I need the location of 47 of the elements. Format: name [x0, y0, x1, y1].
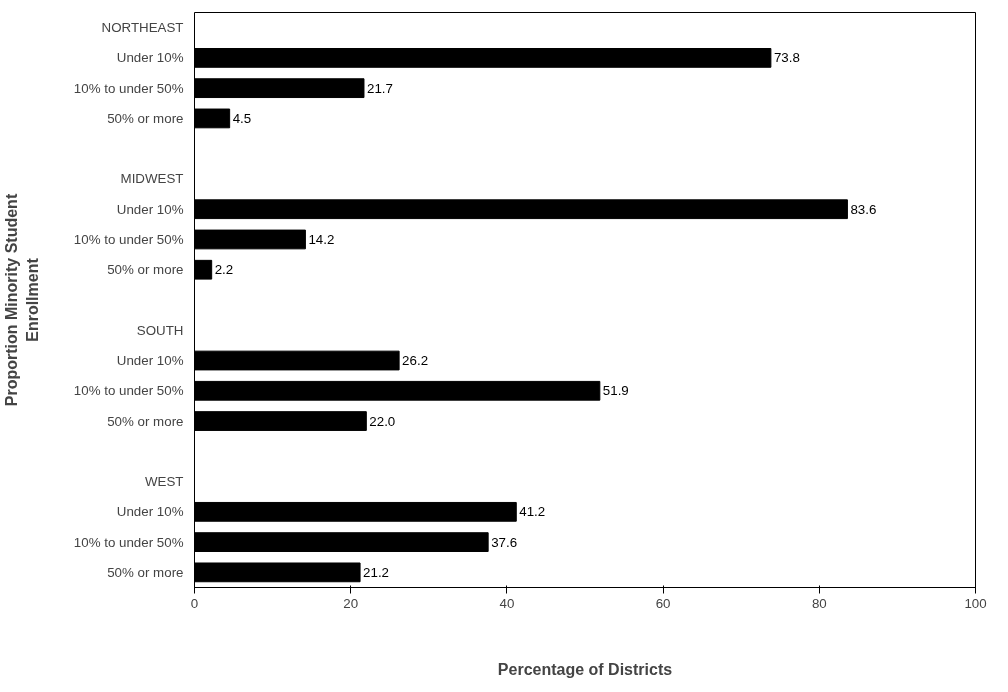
bar [194, 562, 361, 583]
bar [194, 48, 772, 68]
data-label: 41.2 [519, 504, 546, 520]
data-label: 83.6 [850, 201, 877, 217]
x-tick-label: 40 [499, 595, 515, 611]
y-tick-label: 50% or more [107, 262, 184, 278]
y-tick-label: 10% to under 50% [73, 534, 184, 550]
bar [194, 380, 601, 401]
bar [194, 108, 231, 129]
x-axis-title: Percentage of Districts [497, 660, 673, 678]
y-tick-label: WEST [145, 474, 184, 490]
x-tick-label: 100 [964, 595, 987, 611]
y-tick-label: Under 10% [116, 50, 184, 66]
bar [194, 501, 517, 522]
y-tick-label: Under 10% [116, 201, 184, 217]
data-label: 22.0 [369, 413, 396, 429]
bar [194, 532, 489, 552]
data-label: 2.2 [214, 262, 234, 278]
y-tick-label: 10% to under 50% [73, 383, 184, 399]
bar [194, 78, 365, 99]
data-label: 73.8 [773, 50, 800, 66]
bar [194, 411, 367, 431]
bar [194, 199, 848, 220]
y-tick-label: Under 10% [116, 504, 184, 520]
y-tick-label: 50% or more [107, 564, 184, 580]
y-tick-label: 10% to under 50% [73, 231, 184, 247]
data-label: 37.6 [491, 534, 518, 550]
y-tick-label: 50% or more [107, 110, 184, 126]
x-tick-label: 20 [343, 595, 359, 611]
data-label: 14.2 [308, 231, 335, 247]
y-tick-label: 50% or more [107, 413, 184, 429]
y-tick-label: MIDWEST [120, 171, 184, 187]
y-tick-label: SOUTH [136, 322, 184, 338]
data-label: 26.2 [402, 353, 429, 369]
x-tick-label: 0 [190, 595, 199, 611]
x-tick-label: 60 [655, 595, 671, 611]
data-label: 51.9 [602, 383, 629, 399]
data-label: 4.5 [232, 110, 252, 126]
y-axis-title: Proportion Minority Student Enrollment [3, 193, 41, 407]
y-tick-label: NORTHEAST [101, 20, 184, 36]
y-tick-label: Under 10% [116, 353, 184, 369]
x-tick-label: 80 [811, 595, 827, 611]
y-tick-label: 10% to under 50% [73, 80, 184, 96]
bar [194, 259, 213, 280]
data-label: 21.7 [366, 80, 393, 96]
bar [194, 350, 400, 371]
data-label: 21.2 [363, 564, 390, 580]
